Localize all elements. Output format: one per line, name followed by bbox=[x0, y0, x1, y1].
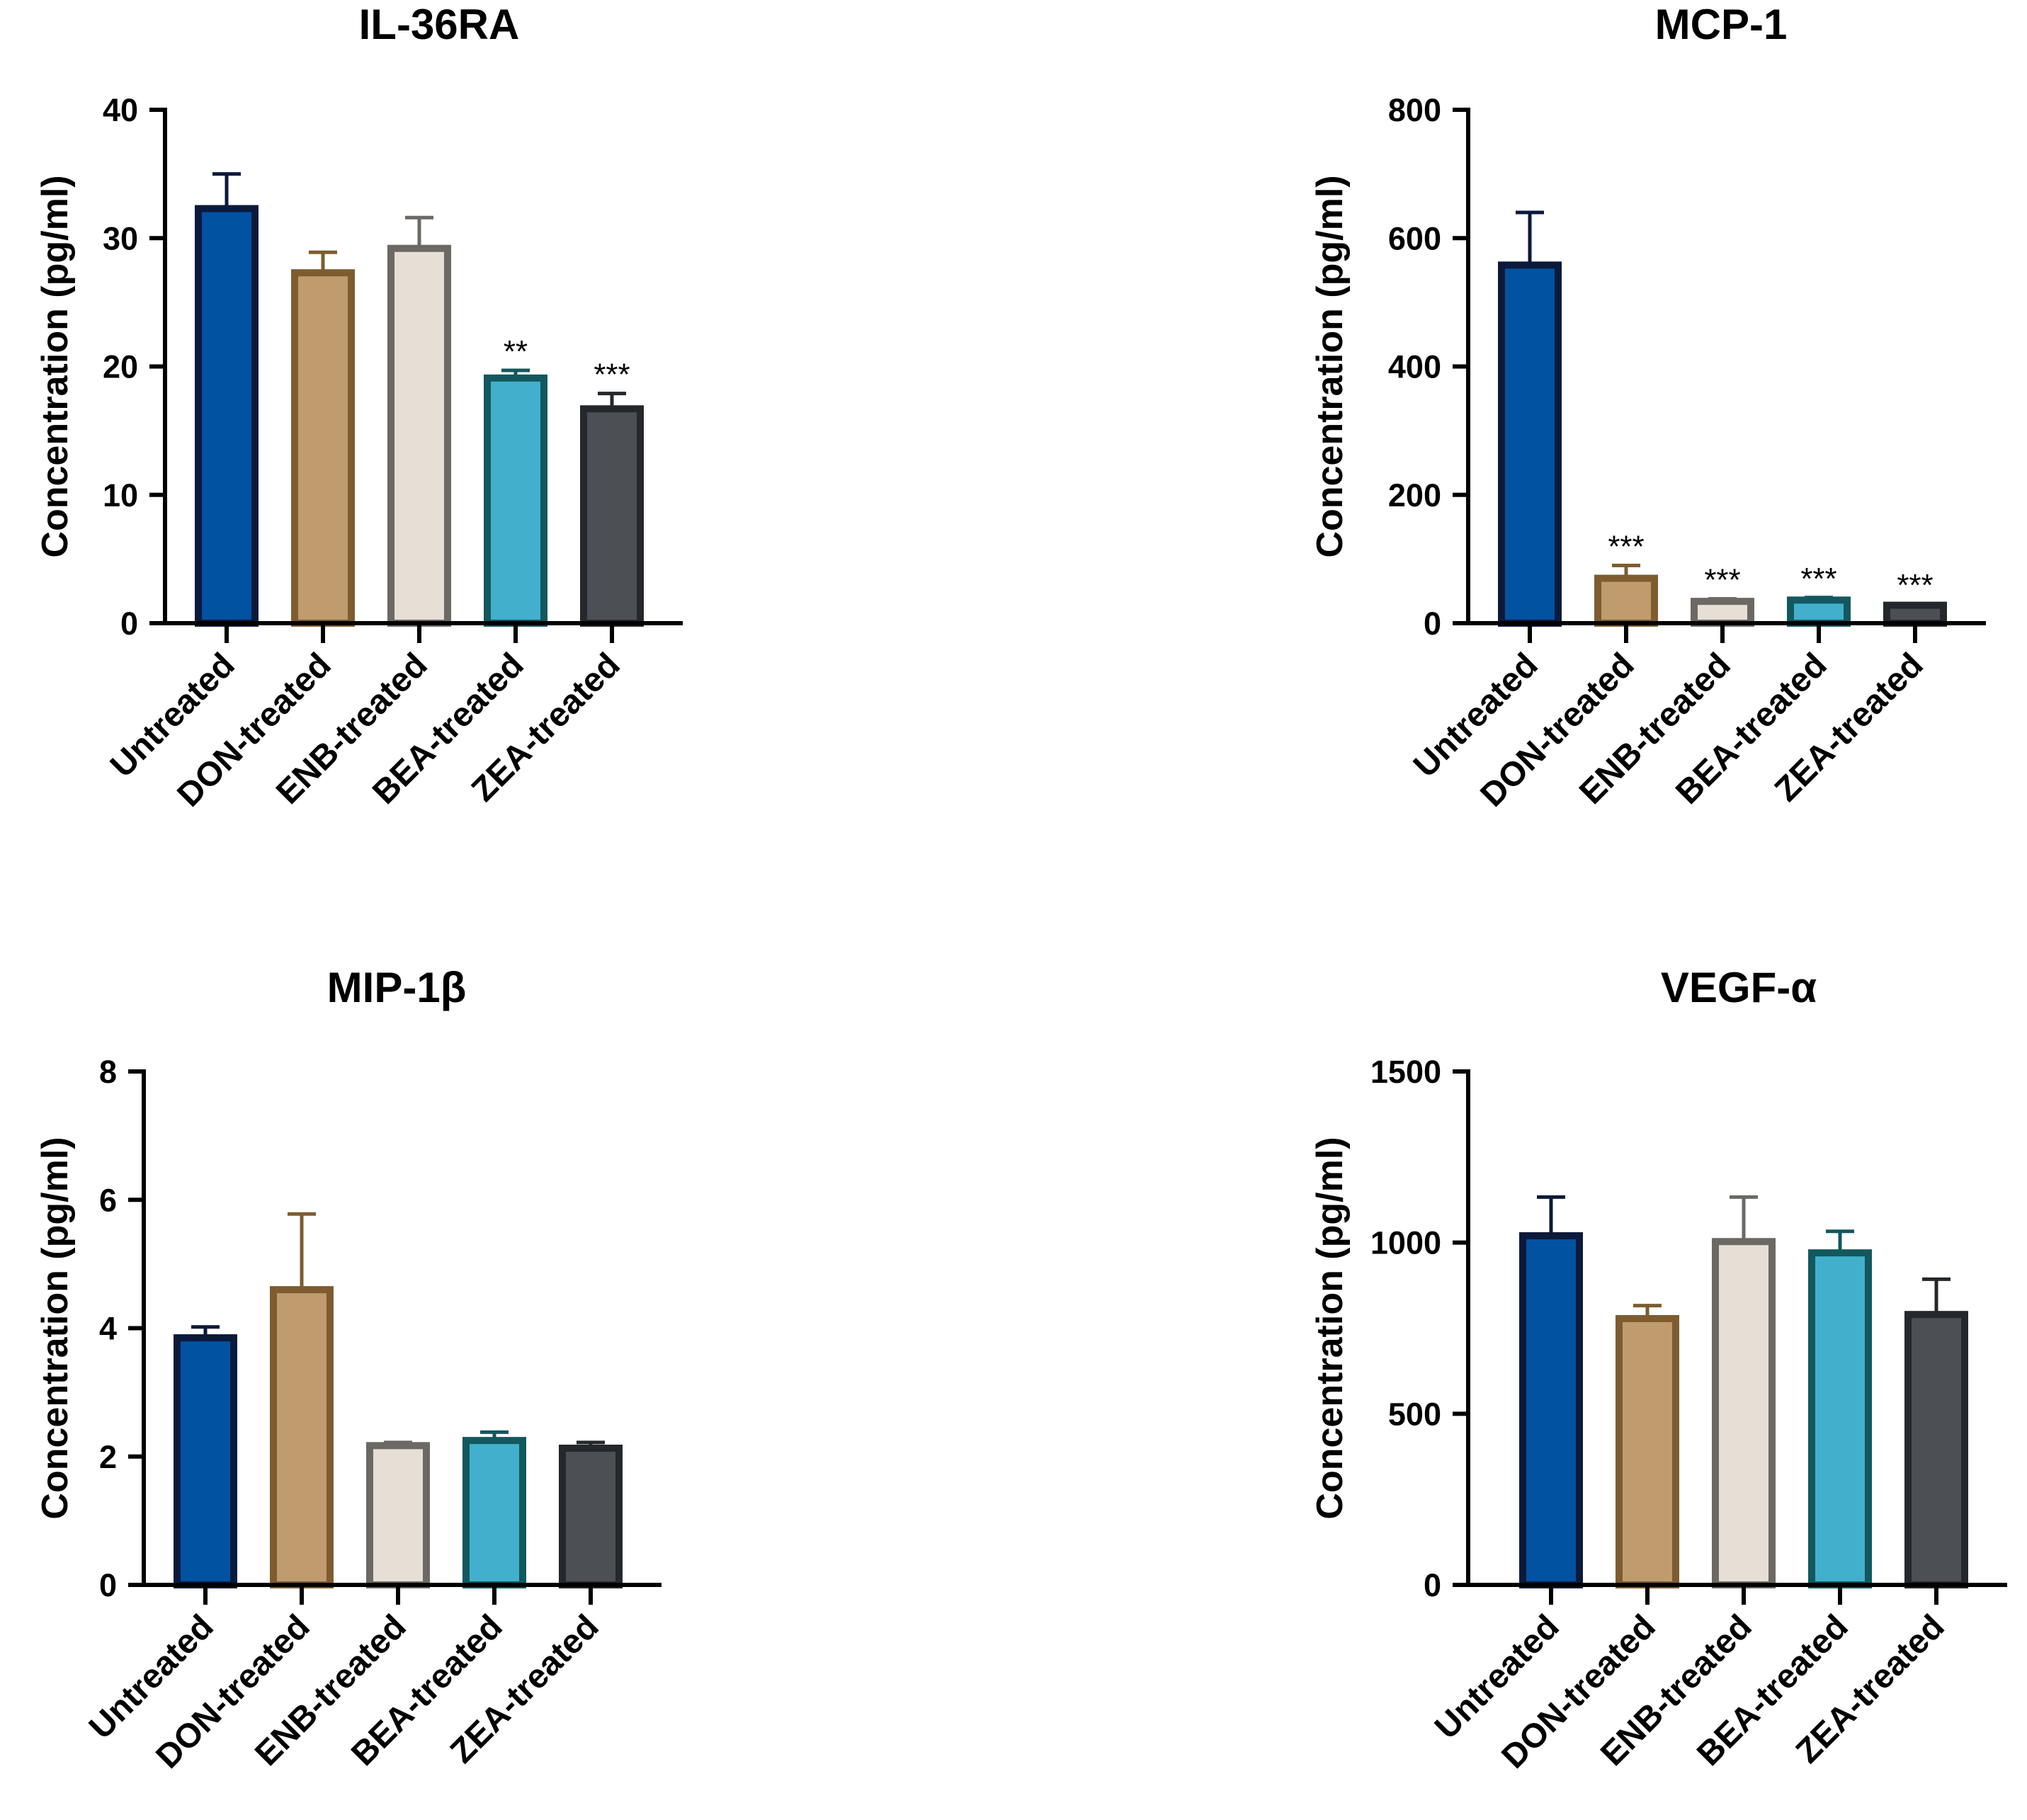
y-tick-label: 0 bbox=[1424, 1567, 1441, 1603]
significance-mark: *** bbox=[1608, 529, 1644, 564]
bar-enb-treated bbox=[1712, 1238, 1776, 1588]
y-axis-title: Concentration (pg/ml) bbox=[35, 175, 76, 557]
significance-mark: *** bbox=[1800, 562, 1836, 596]
y-tick-label: 10 bbox=[103, 477, 138, 513]
bar-bea-treated bbox=[1787, 596, 1851, 627]
chart-title: IL-36RA bbox=[359, 1, 520, 48]
bar-bea-treated bbox=[484, 374, 547, 627]
bar-enb-treated bbox=[387, 244, 451, 627]
chart-panel-2: MCP-1 Concentration (pg/ml) 0 200 400 600 800 *… bbox=[1310, 1, 1986, 814]
y-tick-label: 40 bbox=[103, 92, 138, 128]
y-tick-label: 500 bbox=[1388, 1396, 1441, 1432]
bar-zea-treated bbox=[580, 405, 644, 627]
bar-untreated bbox=[174, 1334, 237, 1588]
significance-mark: *** bbox=[1704, 563, 1740, 598]
y-tick-label: 0 bbox=[99, 1567, 117, 1603]
y-tick-label: 6 bbox=[99, 1182, 117, 1218]
y-tick-label: 8 bbox=[99, 1054, 117, 1090]
y-tick-label: 600 bbox=[1388, 220, 1441, 256]
significance-mark: *** bbox=[1897, 568, 1933, 603]
y-axis-title: Concentration (pg/ml) bbox=[1310, 175, 1351, 557]
bar-enb-treated bbox=[1691, 598, 1754, 627]
y-tick-label: 4 bbox=[99, 1311, 117, 1347]
bar-enb-treated bbox=[366, 1442, 430, 1588]
y-tick-label: 30 bbox=[103, 220, 138, 256]
y-tick-label: 20 bbox=[103, 349, 138, 385]
bar-zea-treated bbox=[1883, 601, 1947, 627]
y-tick-label: 1500 bbox=[1370, 1054, 1441, 1090]
y-axis-title: Concentration (pg/ml) bbox=[1310, 1137, 1351, 1519]
y-tick-label: 200 bbox=[1388, 477, 1441, 513]
y-tick-label: 400 bbox=[1388, 349, 1441, 385]
y-tick-label: 800 bbox=[1388, 92, 1441, 128]
bar-bea-treated bbox=[462, 1437, 526, 1588]
significance-mark: ** bbox=[504, 334, 528, 369]
chart-title: VEGF-α bbox=[1661, 964, 1817, 1011]
y-tick-label: 2 bbox=[99, 1439, 117, 1475]
bar-zea-treated bbox=[559, 1444, 623, 1588]
bar-untreated bbox=[1498, 261, 1562, 627]
bar-don-treated bbox=[1616, 1314, 1679, 1588]
y-tick-label: 0 bbox=[1424, 605, 1441, 642]
chart-title: MIP-1β bbox=[327, 964, 467, 1011]
y-axis-title: Concentration (pg/ml) bbox=[35, 1137, 76, 1519]
bar-don-treated bbox=[1594, 574, 1658, 627]
bar-untreated bbox=[195, 205, 259, 627]
bar-don-treated bbox=[270, 1286, 334, 1588]
bar-zea-treated bbox=[1904, 1311, 1968, 1588]
significance-mark: *** bbox=[594, 358, 630, 392]
bar-don-treated bbox=[291, 269, 355, 627]
y-tick-label: 0 bbox=[120, 605, 138, 642]
bar-bea-treated bbox=[1808, 1249, 1872, 1588]
y-tick-label: 1000 bbox=[1370, 1225, 1441, 1261]
bar-untreated bbox=[1519, 1232, 1583, 1588]
chart-title: MCP-1 bbox=[1655, 1, 1788, 48]
